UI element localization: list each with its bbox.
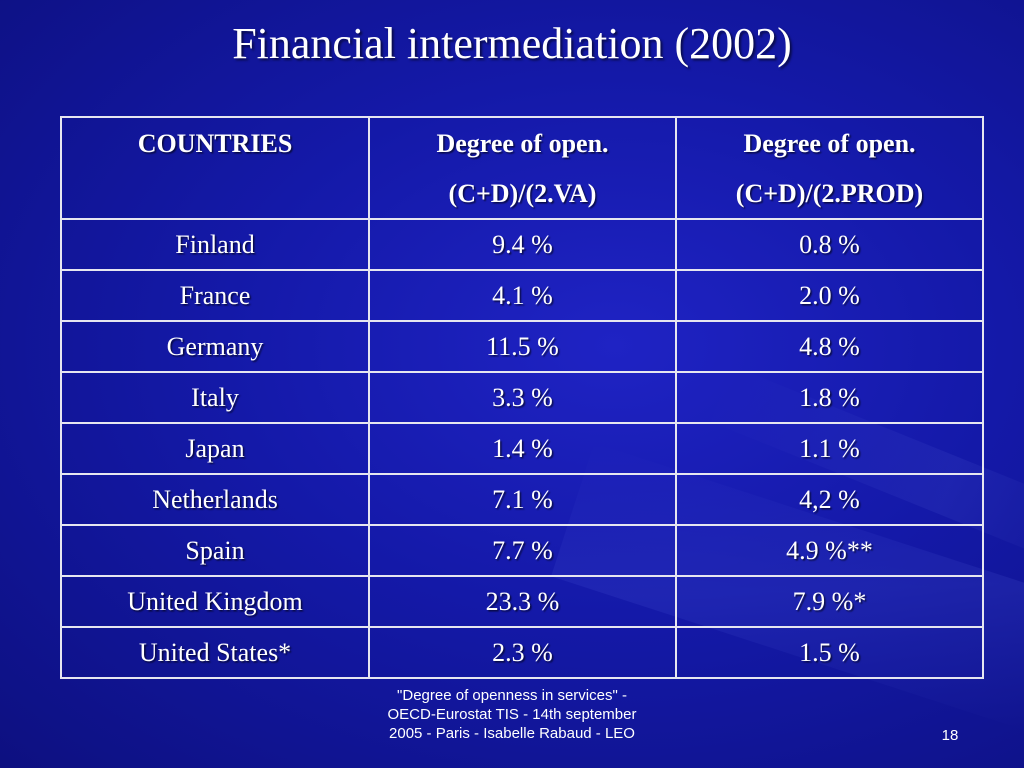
cell-country: Finland <box>60 218 370 271</box>
cell-va: 11.5 % <box>368 320 677 373</box>
footer-line: 2005 - Paris - Isabelle Rabaud - LEO <box>389 725 635 742</box>
cell-country: Japan <box>60 422 370 475</box>
cell-va: 9.4 % <box>368 218 677 271</box>
cell-prod: 4,2 % <box>675 473 984 526</box>
table-row: Spain 7.7 % 4.9 %** <box>60 524 984 577</box>
cell-prod: 7.9 %* <box>675 575 984 628</box>
cell-prod: 1.5 % <box>675 626 984 679</box>
cell-country: Spain <box>60 524 370 577</box>
cell-va: 7.7 % <box>368 524 677 577</box>
table-row: United Kingdom 23.3 % 7.9 %* <box>60 575 984 628</box>
cell-country: Netherlands <box>60 473 370 526</box>
table-row: Japan 1.4 % 1.1 % <box>60 422 984 475</box>
cell-va: 23.3 % <box>368 575 677 628</box>
table-row: Germany 11.5 % 4.8 % <box>60 320 984 373</box>
page-number: 18 <box>941 727 959 744</box>
header-countries-label: COUNTRIES <box>137 129 293 158</box>
cell-prod: 1.8 % <box>675 371 984 424</box>
cell-country: United Kingdom <box>60 575 370 628</box>
cell-country: United States* <box>60 626 370 679</box>
cell-va: 4.1 % <box>368 269 677 322</box>
cell-va: 1.4 % <box>368 422 677 475</box>
cell-country: France <box>60 269 370 322</box>
header-degree-open-prod: Degree of open. (C+D)/(2.PROD) <box>675 116 984 220</box>
footer-line: OECD-Eurostat TIS - 14th september <box>387 706 637 723</box>
data-table: COUNTRIES Degree of open. (C+D)/(2.VA) D… <box>60 116 984 679</box>
slide-title: Financial intermediation (2002) <box>232 19 792 68</box>
header-prod-line2: (C+D)/(2.PROD) <box>735 179 924 208</box>
table-header-row: COUNTRIES Degree of open. (C+D)/(2.VA) D… <box>60 116 984 220</box>
cell-prod: 4.8 % <box>675 320 984 373</box>
cell-va: 3.3 % <box>368 371 677 424</box>
cell-va: 7.1 % <box>368 473 677 526</box>
table-row: France 4.1 % 2.0 % <box>60 269 984 322</box>
cell-va: 2.3 % <box>368 626 677 679</box>
header-prod-line1: Degree of open. <box>743 129 916 158</box>
cell-prod: 2.0 % <box>675 269 984 322</box>
header-countries: COUNTRIES <box>60 116 370 220</box>
cell-prod: 4.9 %** <box>675 524 984 577</box>
cell-prod: 0.8 % <box>675 218 984 271</box>
table-row: Finland 9.4 % 0.8 % <box>60 218 984 271</box>
header-degree-open-va: Degree of open. (C+D)/(2.VA) <box>368 116 677 220</box>
cell-country: Germany <box>60 320 370 373</box>
table-row: Netherlands 7.1 % 4,2 % <box>60 473 984 526</box>
table-row: United States* 2.3 % 1.5 % <box>60 626 984 679</box>
table-row: Italy 3.3 % 1.8 % <box>60 371 984 424</box>
slide-footer: "Degree of openness in services" - OECD-… <box>352 686 672 743</box>
cell-country: Italy <box>60 371 370 424</box>
footer-line: "Degree of openness in services" - <box>397 687 627 704</box>
header-va-line1: Degree of open. <box>436 129 609 158</box>
cell-prod: 1.1 % <box>675 422 984 475</box>
header-va-line2: (C+D)/(2.VA) <box>448 179 597 208</box>
